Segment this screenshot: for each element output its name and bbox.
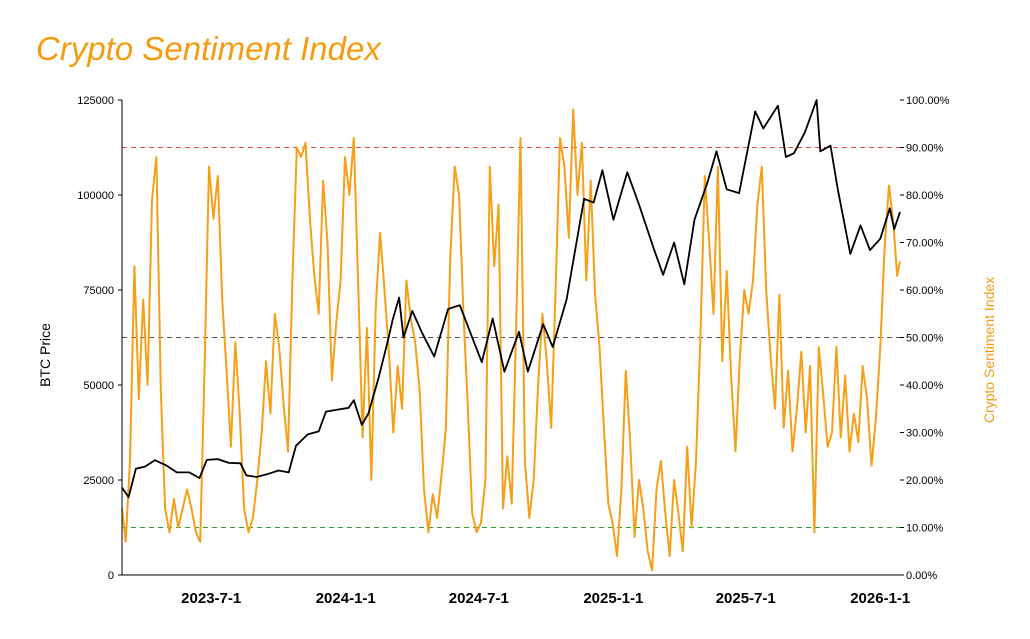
x-tick-label: 2025-7-1 (716, 590, 776, 607)
sentiment-series (121, 108, 901, 572)
y-axis-label-right: Crypto Sentiment Index (981, 277, 997, 423)
threshold-lines (122, 147, 900, 528)
left-tick-label: 125000 (77, 95, 114, 107)
price-line (121, 99, 901, 498)
right-tick-label: 30.00% (906, 428, 944, 440)
left-tick-label: 25000 (83, 475, 114, 487)
left-tick-label: 50000 (83, 380, 114, 392)
right-tick-label: 100.00% (906, 95, 950, 107)
x-tick-label: 2023-7-1 (181, 590, 241, 607)
x-tick-label: 2025-1-1 (583, 590, 643, 607)
x-tick-label: 2024-1-1 (316, 590, 376, 607)
right-tick-label: 40.00% (906, 380, 944, 392)
sentiment-line (121, 108, 901, 572)
right-tick-label: 60.00% (906, 285, 944, 297)
left-tick-label: 75000 (83, 285, 114, 297)
left-axis-ticks: 0 25000 50000 75000 100000 125000 (77, 95, 122, 582)
right-tick-label: 80.00% (906, 190, 944, 202)
x-tick-label: 2026-1-1 (850, 590, 910, 607)
axes (121, 100, 900, 576)
price-series (121, 99, 901, 498)
right-axis-ticks: 0.00% 10.00% 20.00% 30.00% 40.00% 50.00% 60.00… (900, 95, 950, 582)
right-tick-label: 90.00% (906, 143, 944, 155)
left-tick-label: 100000 (77, 190, 114, 202)
y-axis-label-left: BTC Price (37, 323, 53, 387)
x-tick-label: 2024-7-1 (449, 590, 509, 607)
right-tick-label: 20.00% (906, 475, 944, 487)
right-tick-label: 50.00% (906, 333, 944, 345)
right-tick-label: 0.00% (906, 570, 937, 582)
left-tick-label: 0 (108, 570, 114, 582)
right-tick-label: 10.00% (906, 523, 944, 535)
right-tick-label: 70.00% (906, 238, 944, 250)
chart-title: Crypto Sentiment Index (36, 30, 381, 67)
x-axis-ticks: 2023-7-1 2024-1-1 2024-7-1 2025-1-1 2025-7-1… (181, 590, 910, 607)
